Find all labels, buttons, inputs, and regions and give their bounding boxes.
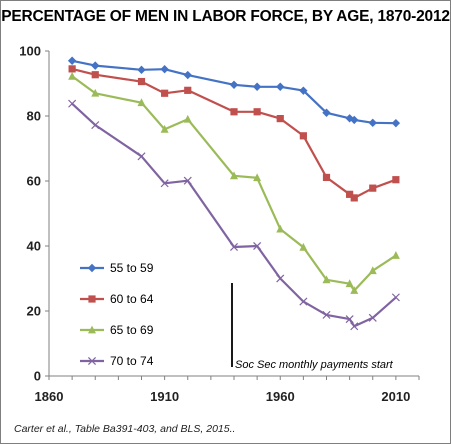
data-point [183, 70, 192, 80]
data-point [252, 82, 262, 91]
legend-label: 65 to 69 [110, 323, 154, 337]
x-tick-label: 1910 [150, 389, 179, 404]
legend-label: 60 to 64 [110, 292, 154, 306]
data-point [391, 118, 401, 128]
data-point [391, 251, 400, 259]
series-65-to-69 [68, 71, 400, 294]
data-point [91, 121, 100, 130]
data-point [253, 108, 261, 116]
y-tick-label: 100 [19, 44, 41, 59]
data-point [369, 184, 377, 192]
data-point [67, 56, 77, 65]
data-point [276, 115, 284, 123]
data-point [392, 176, 400, 184]
data-point [368, 266, 377, 275]
data-point [350, 194, 358, 202]
data-point [91, 88, 100, 97]
legend-item: 55 to 59 [80, 261, 154, 275]
series-layer [67, 56, 401, 331]
data-point [229, 242, 239, 251]
data-point [253, 241, 262, 251]
y-tick-label: 80 [27, 109, 41, 124]
data-point [183, 114, 192, 123]
x-tick-label: 2010 [381, 389, 410, 404]
data-point [299, 297, 308, 306]
data-point [137, 152, 146, 161]
data-point [299, 242, 308, 251]
data-point [137, 77, 146, 86]
data-point [68, 65, 76, 73]
series-60-to-64 [68, 65, 400, 202]
y-tick-label: 60 [27, 174, 41, 189]
data-point [346, 190, 354, 198]
data-point [91, 61, 100, 70]
annotation-label: Soc Sec monthly payments start [235, 359, 394, 371]
data-point [350, 286, 359, 294]
legend-marker [87, 356, 97, 366]
data-point [350, 115, 359, 125]
data-point [91, 71, 99, 79]
series-55-to-59 [67, 56, 401, 128]
legend: 55 to 59 60 to 64 65 to 69 70 to 74 [80, 261, 154, 368]
x-tick-label: 1860 [35, 389, 64, 404]
data-point [322, 173, 331, 182]
data-point [368, 313, 377, 322]
legend-marker [88, 325, 96, 334]
legend-marker [87, 263, 97, 273]
axes: 0 20 40 60 80 100 1860 1910 1960 2010 [19, 44, 420, 404]
legend-marker [88, 295, 96, 303]
data-point [299, 132, 307, 140]
data-point [322, 275, 331, 284]
data-point [299, 86, 308, 95]
data-point [322, 310, 331, 319]
data-point [253, 173, 262, 182]
data-point [68, 99, 77, 108]
data-point [276, 224, 285, 233]
data-point [183, 176, 192, 185]
legend-item: 60 to 64 [80, 292, 154, 306]
data-point [137, 65, 146, 75]
legend-label: 55 to 59 [110, 261, 154, 275]
y-tick-label: 0 [34, 369, 41, 384]
data-point [229, 80, 239, 89]
data-point [137, 98, 146, 107]
data-point [391, 293, 400, 302]
data-point [160, 179, 169, 188]
data-point [345, 279, 354, 288]
chart-title: PERCENTAGE OF MEN IN LABOR FORCE, BY AGE… [1, 8, 450, 25]
data-point [160, 65, 169, 74]
legend-item: 70 to 74 [80, 354, 154, 368]
data-point [322, 108, 331, 117]
data-point [161, 89, 169, 97]
legend-label: 70 to 74 [110, 354, 154, 368]
y-tick-label: 20 [27, 304, 41, 319]
x-tick-label: 1960 [266, 389, 295, 404]
data-point [230, 171, 238, 180]
data-point [184, 86, 192, 94]
data-point [350, 322, 359, 331]
source-note: Carter et al., Table Ba391-403, and BLS,… [14, 423, 235, 435]
data-point [345, 315, 354, 324]
data-point [160, 124, 169, 133]
series-70-to-74 [68, 99, 400, 331]
annotations: Soc Sec monthly payments start Carter et … [14, 283, 394, 435]
data-point [68, 71, 77, 80]
data-point [276, 274, 285, 283]
y-tick-label: 40 [27, 239, 41, 254]
data-point [230, 108, 238, 116]
data-point [368, 118, 377, 128]
data-point [276, 82, 285, 91]
legend-item: 65 to 69 [80, 323, 154, 337]
